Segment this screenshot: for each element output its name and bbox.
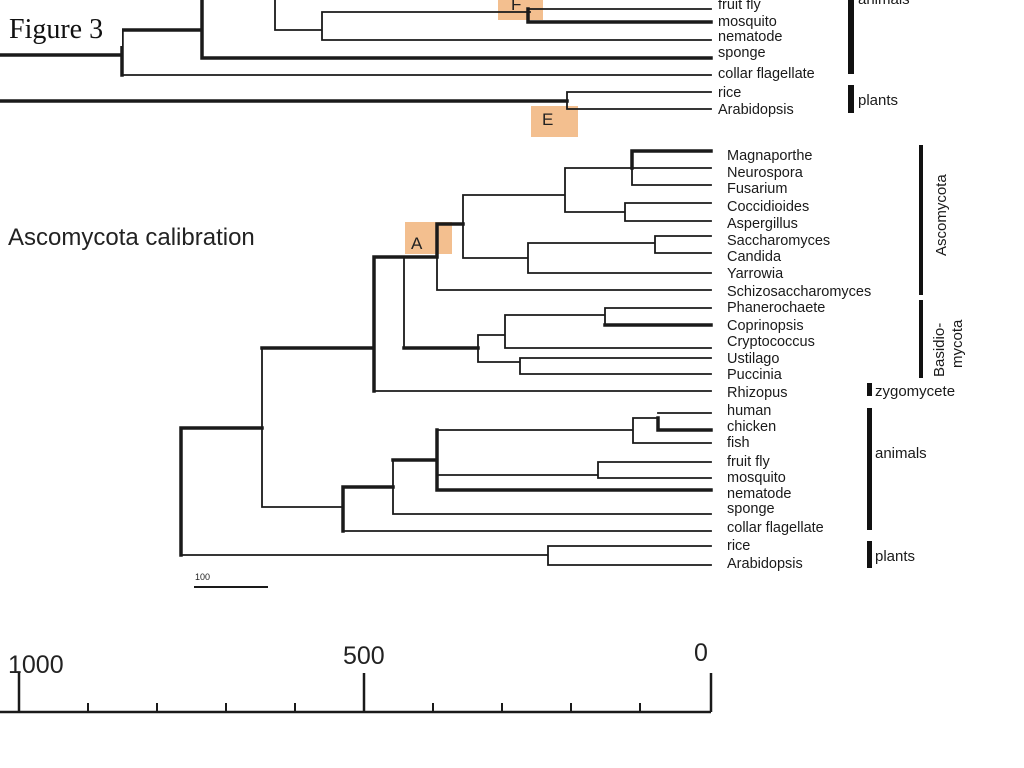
leaf-puccinia: Puccinia	[727, 367, 783, 383]
leaf-fusarium: Fusarium	[727, 181, 787, 197]
top-group-plants: plants	[858, 92, 898, 109]
group-animals: animals	[875, 445, 927, 462]
leaf-phanerochaete: Phanerochaete	[727, 300, 825, 316]
group-bar-plants	[867, 541, 872, 568]
top-tree-branches	[0, 0, 713, 110]
main-tree-branches	[179, 149, 713, 566]
group-bar-animals	[867, 408, 872, 530]
node-box-e	[531, 106, 578, 137]
leaf-mosquito: mosquito	[727, 470, 786, 486]
top-leaf-sponge: sponge	[718, 45, 766, 61]
group-plants: plants	[875, 548, 915, 565]
figure-label: Figure 3	[9, 14, 103, 45]
top-group-bar-plants	[848, 85, 854, 113]
leaf-rice: rice	[727, 538, 750, 554]
time-axis: 1000 500 0	[0, 639, 713, 714]
top-leaf-mosquito: mosquito	[718, 14, 777, 30]
leaf-coprinopsis: Coprinopsis	[727, 318, 804, 334]
group-basidio: Basidio-	[931, 323, 948, 377]
leaf-chicken: chicken	[727, 419, 776, 435]
leaf-cryptococcus: Cryptococcus	[727, 334, 815, 350]
top-leaf-nematode: nematode	[718, 29, 783, 45]
scale-bar-label: 100	[195, 572, 210, 582]
tick-label-0: 0	[694, 639, 708, 667]
tick-label-500: 500	[343, 642, 385, 670]
main-tree: Ascomycota calibration A Magnaporthe Neu…	[8, 145, 966, 588]
group-bar-ascomycota	[919, 145, 923, 295]
leaf-sponge: sponge	[727, 501, 775, 517]
leaf-fruit-fly: fruit fly	[727, 454, 770, 470]
node-box-a	[405, 222, 452, 254]
leaf-neurospora: Neurospora	[727, 165, 804, 181]
leaf-coccidioides: Coccidioides	[727, 199, 809, 215]
leaf-rhizopus: Rhizopus	[727, 385, 787, 401]
top-group-bar-animals	[848, 0, 854, 74]
leaf-ustilago: Ustilago	[727, 351, 779, 367]
group-ascomycota: Ascomycota	[933, 174, 950, 256]
tick-label-1000: 1000	[8, 651, 64, 679]
calibration-label: Ascomycota calibration	[8, 224, 255, 251]
top-leaf-collar-flagellate: collar flagellate	[718, 66, 815, 82]
leaf-candida: Candida	[727, 249, 782, 265]
leaf-collar-flagellate: collar flagellate	[727, 520, 824, 536]
top-group-animals: animals	[858, 0, 910, 8]
node-box-f	[498, 0, 543, 20]
top-leaf-arabidopsis: Arabidopsis	[718, 102, 794, 118]
leaf-nematode: nematode	[727, 486, 792, 502]
top-tree: F E fruit fly mosquito nematode sponge c…	[0, 0, 910, 137]
group-bar-zygomycete	[867, 383, 872, 396]
top-leaf-fruit-fly: fruit fly	[718, 0, 761, 13]
group-bar-basidiomycota	[919, 300, 923, 378]
leaf-schizosaccharomyces: Schizosaccharomyces	[727, 284, 871, 300]
leaf-human: human	[727, 403, 771, 419]
node-box-f-label: F	[511, 0, 521, 14]
leaf-arabidopsis: Arabidopsis	[727, 556, 803, 572]
group-mycota: mycota	[949, 319, 966, 368]
leaf-aspergillus: Aspergillus	[727, 216, 798, 232]
leaf-yarrowia: Yarrowia	[727, 266, 784, 282]
node-box-e-label: E	[542, 110, 553, 129]
leaf-magnaporthe: Magnaporthe	[727, 148, 812, 164]
leaf-saccharomyces: Saccharomyces	[727, 233, 830, 249]
node-box-a-label: A	[411, 234, 423, 253]
top-leaf-rice: rice	[718, 85, 741, 101]
leaf-fish: fish	[727, 435, 750, 451]
group-zygomycete: zygomycete	[875, 383, 955, 400]
